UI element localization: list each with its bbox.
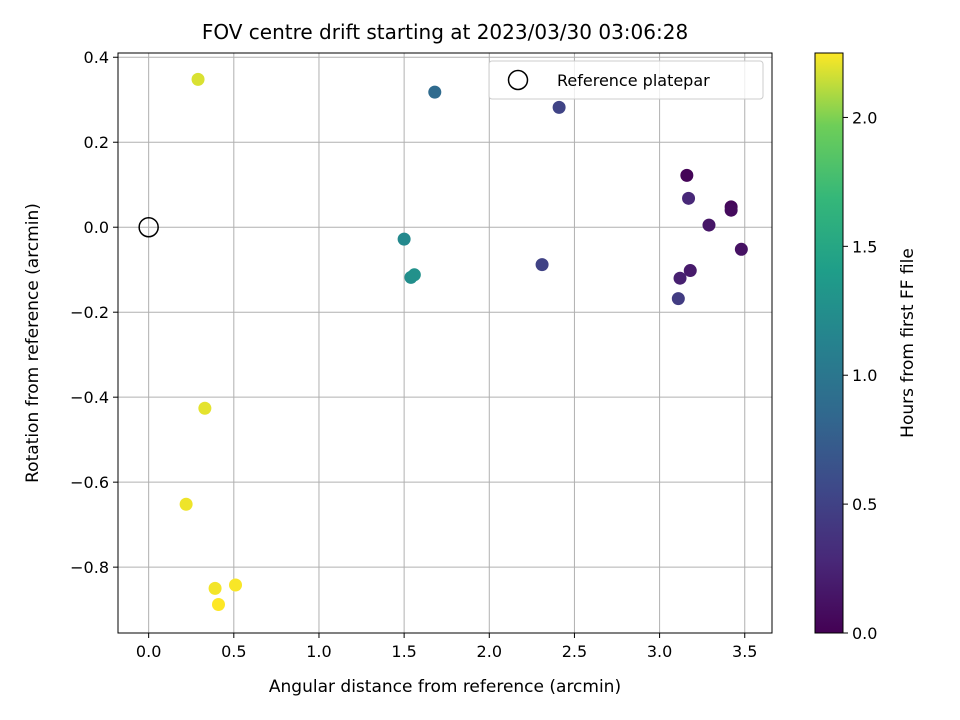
scatter-point <box>535 258 549 272</box>
y-axis-ticks: 0.4 0.2 0.0 −0.2 −0.4 −0.6 −0.8 <box>70 48 118 577</box>
colorbar-tick-label: 1.0 <box>852 366 877 385</box>
x-tick-label: 0.0 <box>136 642 161 661</box>
y-axis-label: Rotation from reference (arcmin) <box>23 203 43 483</box>
y-tick-label: −0.6 <box>70 473 109 492</box>
colorbar-tick-label: 2.0 <box>852 108 877 127</box>
colorbar-gradient <box>814 52 844 634</box>
colorbar-label: Hours from first FF file <box>898 248 918 438</box>
scatter-point <box>702 218 716 232</box>
x-tick-label: 3.5 <box>732 642 757 661</box>
scatter-point <box>724 203 738 217</box>
colorbar-tick-label: 1.5 <box>852 237 877 256</box>
x-tick-label: 2.5 <box>562 642 587 661</box>
legend: Reference platepar <box>488 60 764 100</box>
x-axis-ticks: 0.0 0.5 1.0 1.5 2.0 2.5 3.0 3.5 <box>136 633 757 661</box>
colorbar-tick-label: 0.0 <box>852 624 877 643</box>
y-tick-label: 0.2 <box>84 133 109 152</box>
grid-lines <box>118 53 772 633</box>
colorbar: 0.0 0.5 1.0 1.5 2.0 Hours from first FF file <box>814 52 918 643</box>
legend-label-reference-platepar: Reference platepar <box>557 71 710 90</box>
y-tick-label: −0.8 <box>70 558 109 577</box>
scatter-point <box>208 581 222 595</box>
reference-marker-layer <box>138 216 159 238</box>
y-tick-label: −0.4 <box>70 388 109 407</box>
scatter-point <box>198 401 212 415</box>
reference-platepar-marker <box>138 216 159 238</box>
x-tick-label: 1.0 <box>306 642 331 661</box>
x-axis-label: Angular distance from reference (arcmin) <box>269 677 621 697</box>
scatter-point <box>734 242 748 256</box>
scatter-point <box>671 292 685 306</box>
y-tick-label: 0.4 <box>84 48 109 67</box>
scatter-point <box>428 85 442 99</box>
x-tick-label: 3.0 <box>647 642 672 661</box>
x-tick-label: 1.5 <box>391 642 416 661</box>
scatter-point <box>682 191 696 205</box>
x-tick-label: 0.5 <box>221 642 246 661</box>
chart-title: FOV centre drift starting at 2023/03/30 … <box>202 20 688 44</box>
scatter-point <box>191 72 205 86</box>
scatter-point <box>683 264 697 278</box>
colorbar-ticks: 0.0 0.5 1.0 1.5 2.0 <box>843 108 877 643</box>
scatter-point <box>680 168 694 182</box>
scatter-point <box>552 100 566 114</box>
data-points <box>179 72 748 612</box>
scatter-point <box>407 268 421 282</box>
y-tick-label: −0.2 <box>70 303 109 322</box>
plot-frame <box>117 52 773 634</box>
scatter-point <box>211 598 225 612</box>
legend-reference-marker <box>507 69 529 91</box>
scatter-point <box>179 497 193 511</box>
y-tick-label: 0.0 <box>84 218 109 237</box>
legend-box <box>488 60 764 100</box>
scatter-point <box>673 271 687 285</box>
x-tick-label: 2.0 <box>477 642 502 661</box>
scatter-point <box>397 232 411 246</box>
colorbar-tick-label: 0.5 <box>852 495 877 514</box>
scatter-point <box>229 578 243 592</box>
